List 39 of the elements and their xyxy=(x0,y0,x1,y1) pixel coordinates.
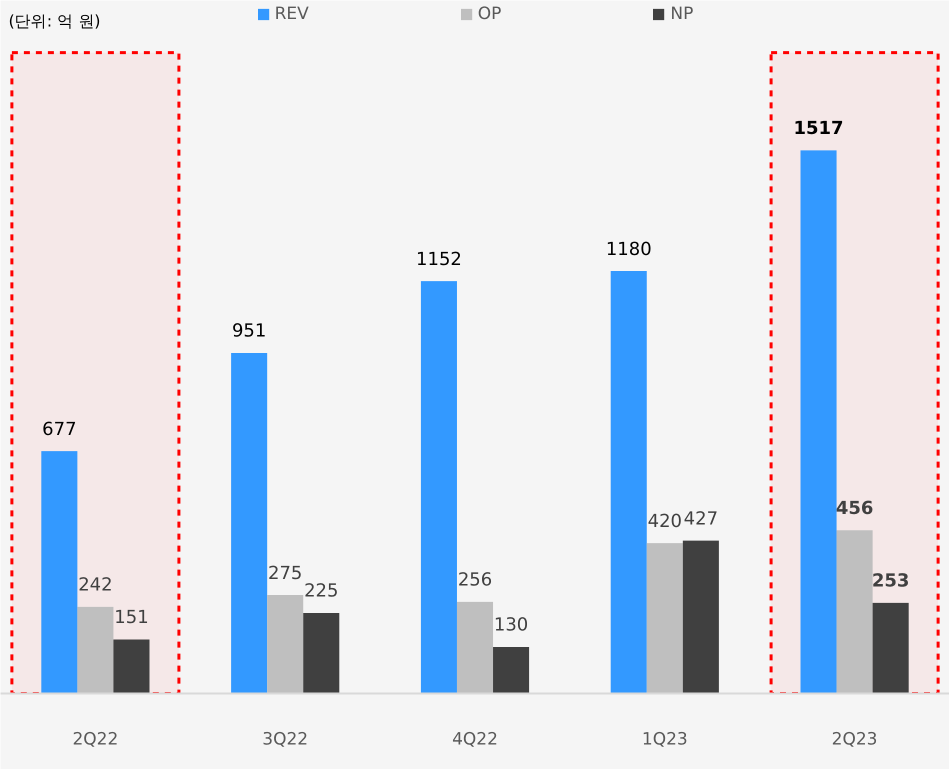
legend-label: NP xyxy=(670,4,694,24)
x-tick-label: 2Q23 xyxy=(832,730,878,750)
bar xyxy=(800,150,837,694)
bar xyxy=(456,602,494,694)
bar xyxy=(77,606,114,694)
bar xyxy=(231,353,268,694)
data-label: 130 xyxy=(494,614,528,636)
bar xyxy=(610,271,647,694)
data-label: 427 xyxy=(684,508,718,530)
data-label: 151 xyxy=(114,607,149,628)
data-label: 225 xyxy=(304,580,338,602)
x-tick-label: 2Q22 xyxy=(72,730,118,750)
bar xyxy=(646,543,683,694)
data-label: 677 xyxy=(42,418,77,440)
bar xyxy=(303,612,340,694)
data-label: 420 xyxy=(648,510,682,532)
bar xyxy=(420,281,457,694)
data-label: 1180 xyxy=(606,238,652,260)
bar xyxy=(113,639,150,694)
x-tick-label: 1Q23 xyxy=(642,730,688,750)
data-label: 1517 xyxy=(793,118,844,140)
x-tick-label: 4Q22 xyxy=(452,730,498,750)
data-label: 456 xyxy=(836,498,874,519)
bar xyxy=(493,646,530,694)
data-label: 1152 xyxy=(416,248,462,270)
bar xyxy=(267,595,304,694)
bar xyxy=(836,530,873,694)
data-label: 256 xyxy=(458,570,492,591)
bar xyxy=(41,451,78,694)
data-label: 275 xyxy=(268,562,302,584)
data-label: 951 xyxy=(232,320,266,342)
bar xyxy=(682,540,719,694)
text: (단위: 억 원) xyxy=(8,12,101,30)
x-tick-label: 3Q22 xyxy=(262,730,308,750)
legend-label: OP xyxy=(478,4,502,24)
bar xyxy=(872,602,909,694)
data-label: 242 xyxy=(78,574,113,596)
legend-label: REV xyxy=(274,4,309,24)
data-label: 253 xyxy=(872,570,910,592)
